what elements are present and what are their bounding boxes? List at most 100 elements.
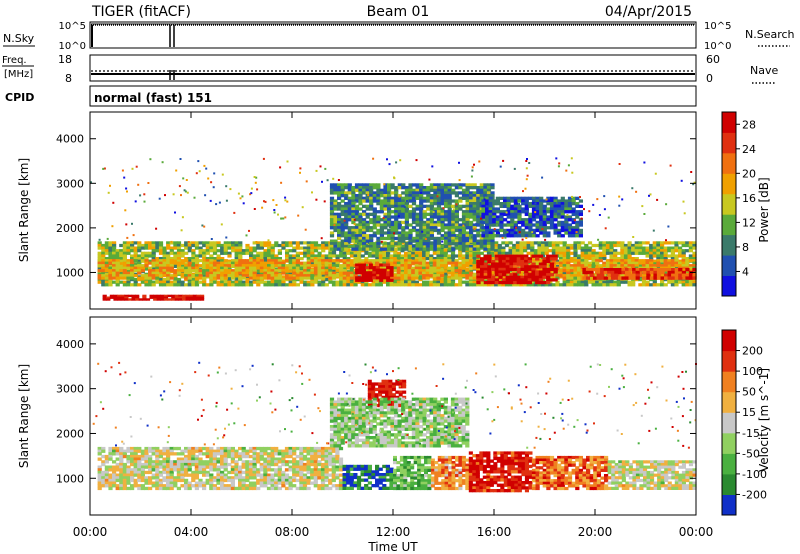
power-cell xyxy=(365,239,370,243)
power-cell xyxy=(422,188,427,192)
power-cell xyxy=(223,246,228,250)
power-cell xyxy=(527,265,532,269)
power-cell xyxy=(527,273,532,277)
power-cell xyxy=(411,274,416,278)
power-cell xyxy=(158,280,164,284)
power-cell xyxy=(191,274,196,278)
power-cell xyxy=(544,246,549,250)
power-cell xyxy=(584,243,589,248)
power-cell xyxy=(517,226,522,230)
power-cell xyxy=(535,281,540,285)
power-cell xyxy=(638,264,643,268)
power-cell xyxy=(436,236,442,241)
power-cell xyxy=(490,244,495,249)
power-cell xyxy=(397,215,402,219)
power-cell xyxy=(223,266,228,270)
power-cell xyxy=(169,283,174,287)
power-cell xyxy=(468,283,474,287)
power-cell xyxy=(277,274,282,278)
power-cell xyxy=(328,254,333,258)
power-cell xyxy=(458,204,463,208)
power-cell xyxy=(194,254,200,258)
power-cell xyxy=(396,261,401,265)
power-cell xyxy=(488,204,493,208)
power-cell xyxy=(256,264,261,268)
power-cell xyxy=(408,247,413,251)
power-cell xyxy=(112,251,117,255)
power-cell xyxy=(390,228,395,233)
power-cell xyxy=(469,202,474,206)
power-cell xyxy=(187,266,192,270)
power-cell xyxy=(483,262,488,266)
power-cell xyxy=(340,234,345,238)
power-cell xyxy=(396,254,401,258)
power-cell xyxy=(344,234,349,238)
power-cell xyxy=(216,254,221,258)
power-cell xyxy=(108,246,113,250)
power-cell xyxy=(492,212,497,216)
power-cell xyxy=(429,226,434,230)
power-cell xyxy=(685,259,690,263)
power-cell xyxy=(292,249,297,253)
power-cell xyxy=(393,280,398,284)
power-cell xyxy=(346,257,351,261)
power-cell xyxy=(367,259,373,263)
power-cell xyxy=(681,259,686,263)
power-cell xyxy=(397,223,402,227)
power-cell xyxy=(169,251,174,255)
power-cell xyxy=(383,226,388,230)
power-cell xyxy=(555,283,560,287)
power-cell xyxy=(598,280,603,284)
power-cell xyxy=(454,215,459,219)
power-cell xyxy=(355,276,360,280)
power-cell xyxy=(191,262,196,266)
power-cell xyxy=(440,183,445,187)
power-cell xyxy=(169,264,174,268)
power-cell xyxy=(158,278,164,282)
power-cell xyxy=(524,265,529,269)
power-cell xyxy=(429,283,434,287)
power-cell xyxy=(678,251,683,255)
power-cell xyxy=(505,281,510,285)
power-cell xyxy=(602,254,607,258)
power-cell xyxy=(328,257,333,261)
power-cell xyxy=(158,249,164,253)
power-cell xyxy=(169,280,174,284)
power-cell xyxy=(354,204,360,208)
power-cell xyxy=(333,215,338,219)
power-cell xyxy=(202,257,207,261)
power-cell xyxy=(653,276,658,280)
power-cell xyxy=(277,243,282,248)
power-cell xyxy=(333,242,338,246)
power-cell xyxy=(387,236,392,241)
power-cell xyxy=(198,274,203,278)
power-cell xyxy=(364,241,369,245)
power-cell xyxy=(591,249,596,253)
power-cell xyxy=(383,188,388,192)
power-cell xyxy=(303,249,308,253)
power-cell xyxy=(649,270,654,275)
power-cell xyxy=(351,194,356,198)
power-cell xyxy=(180,249,185,253)
power-cell xyxy=(126,274,131,278)
power-cell xyxy=(595,264,600,268)
power-cell xyxy=(521,199,526,203)
power-cell xyxy=(173,271,178,275)
power-cell xyxy=(519,243,524,248)
power-cell xyxy=(487,270,492,274)
power-cell xyxy=(313,271,319,275)
power-cell xyxy=(537,259,542,263)
power-cell xyxy=(108,243,113,248)
power-cell xyxy=(104,276,109,280)
power-cell xyxy=(97,254,102,258)
power-cell xyxy=(292,257,297,261)
power-cell xyxy=(454,220,459,225)
power-cell xyxy=(613,261,618,265)
power-cell xyxy=(252,241,257,245)
power-cell xyxy=(407,261,412,265)
power-cell xyxy=(444,194,449,198)
power-cell xyxy=(321,241,326,245)
power-cell xyxy=(580,280,585,284)
power-cell xyxy=(617,276,623,280)
power-cell xyxy=(646,270,651,275)
